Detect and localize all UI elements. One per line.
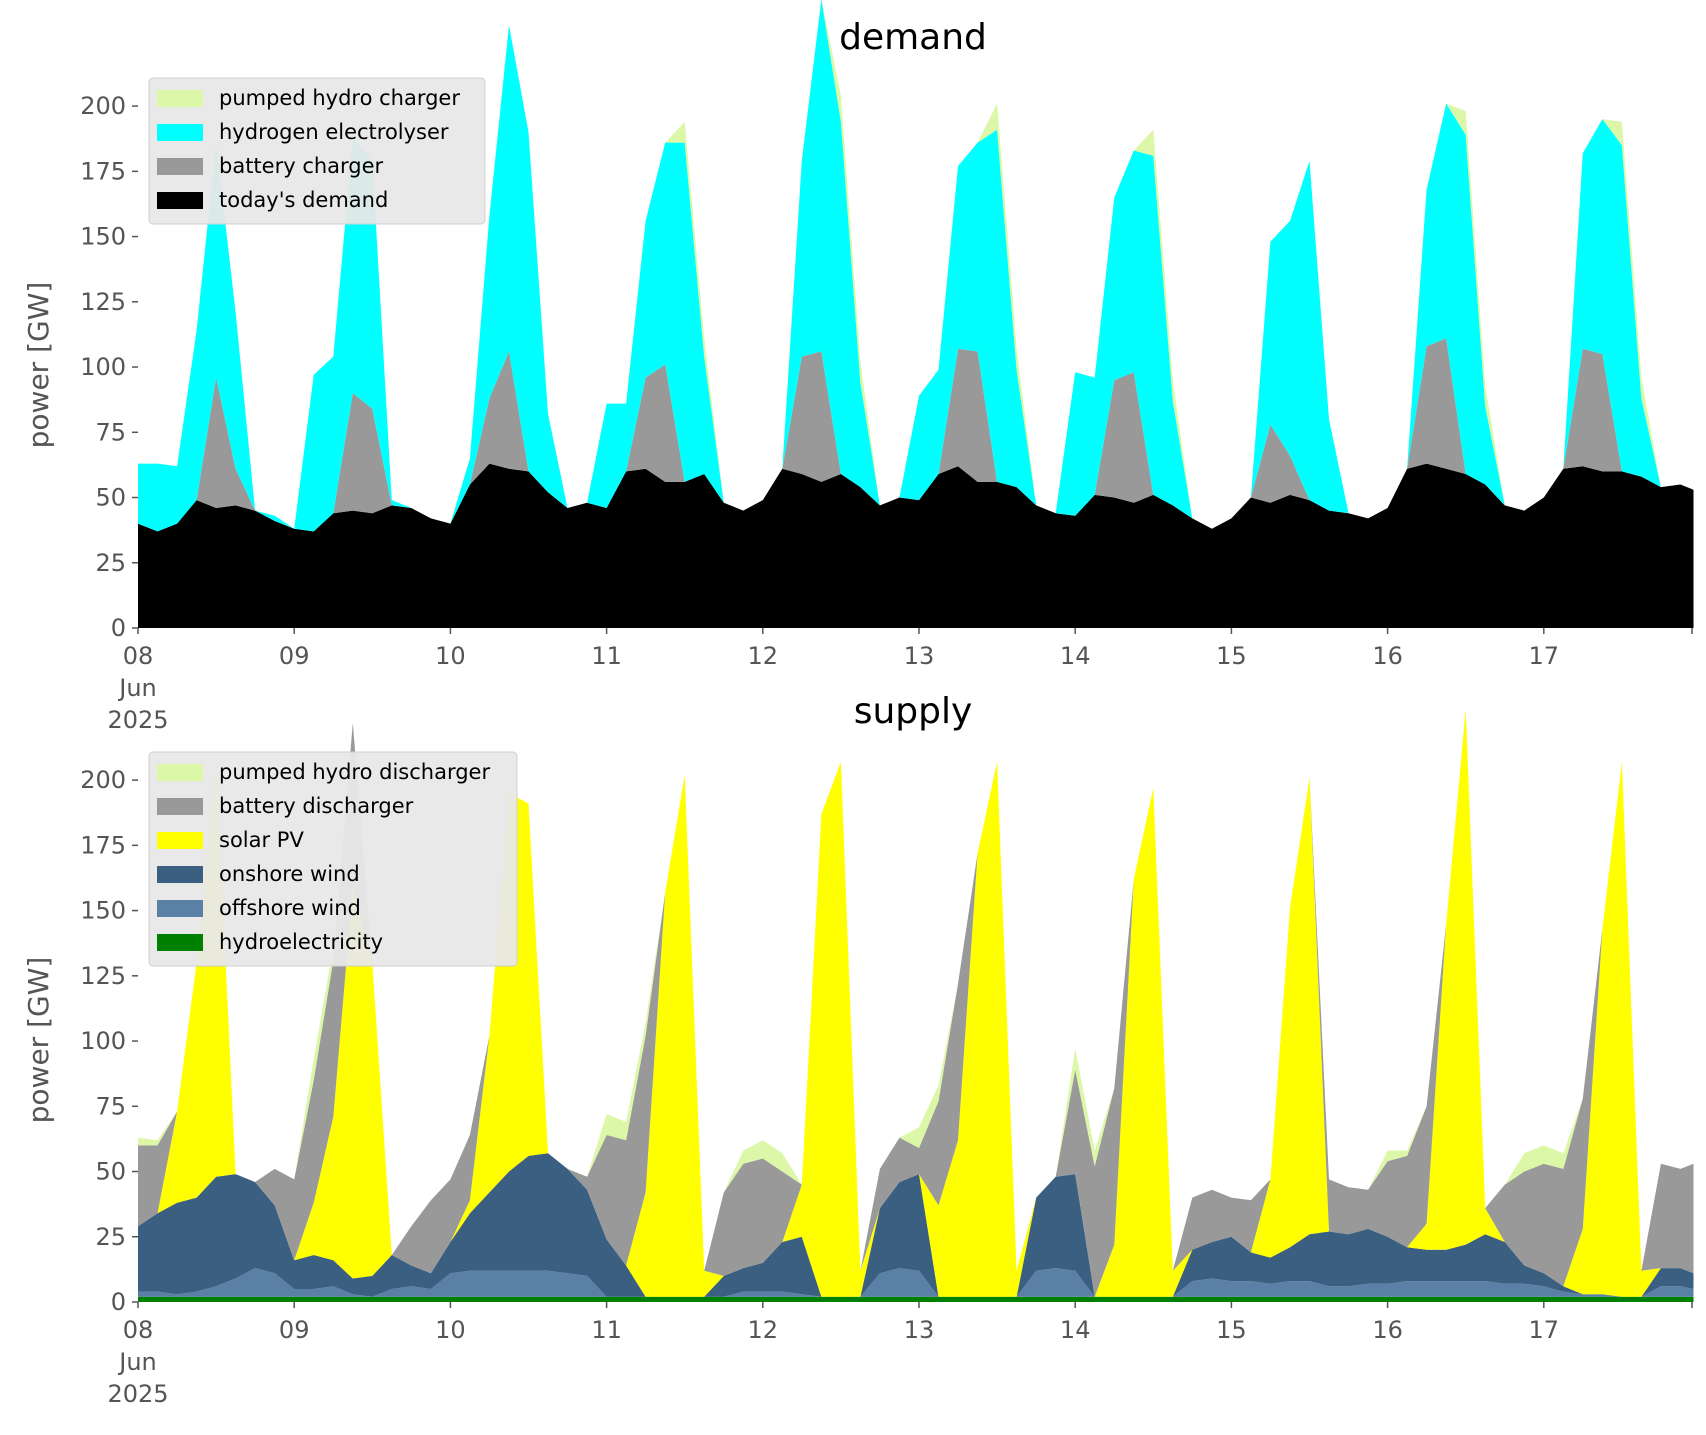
- legend-label-hydroelectricity: hydroelectricity: [219, 930, 383, 954]
- legend-box: [148, 77, 486, 225]
- x-tick-label: 11: [591, 1316, 622, 1344]
- legend-label-battery-discharger: battery discharger: [219, 794, 414, 818]
- area-hydroelectricity: [138, 1296, 1694, 1302]
- legend-swatch-battery-discharger: [157, 798, 203, 815]
- legend-label-pumped-hydro-discharger: pumped hydro discharger: [219, 760, 490, 784]
- legend-swatch-hydrogen-electrolyser: [157, 124, 203, 141]
- y-tick-label: 0: [111, 1288, 126, 1316]
- y-axis-label: power [GW]: [22, 282, 55, 449]
- y-tick-label: 25: [95, 549, 126, 577]
- x-tick-label: 16: [1372, 1316, 1403, 1344]
- legend-box: [148, 751, 518, 967]
- x-tick-label: 12: [748, 1316, 779, 1344]
- demand-chart: demand power [GW] 0 25 50 75 100 125 150 175 200…: [22, 0, 1694, 734]
- x-tick-sublabel: 2025: [107, 1380, 168, 1408]
- y-tick-label: 100: [80, 353, 126, 381]
- y-tick-label: 150: [80, 223, 126, 251]
- y-tick-label: 50: [95, 484, 126, 512]
- x-tick-label: 13: [904, 642, 935, 670]
- y-tick-label: 200: [80, 766, 126, 794]
- x-tick-label: 17: [1529, 642, 1560, 670]
- legend: pumped hydro charger hydrogen electrolyse…: [148, 77, 486, 225]
- legend-swatch-solar-pv: [157, 832, 203, 849]
- chart-title: supply: [854, 691, 973, 732]
- x-tick-label: 09: [279, 1316, 310, 1344]
- y-tick-label: 150: [80, 897, 126, 925]
- legend-label-onshore-wind: onshore wind: [219, 862, 360, 886]
- x-tick-label: 17: [1529, 1316, 1560, 1344]
- y-tick-label: 50: [95, 1158, 126, 1186]
- x-tick-label: 15: [1216, 642, 1247, 670]
- x-tick-sublabel: Jun: [117, 674, 157, 702]
- area-series-group: [138, 0, 1694, 628]
- x-tick-label: 14: [1060, 642, 1091, 670]
- y-tick-label: 0: [111, 614, 126, 642]
- y-tick-label: 200: [80, 92, 126, 120]
- legend-swatch-onshore-wind: [157, 866, 203, 883]
- x-tick-sublabel: 2025: [107, 706, 168, 734]
- y-tick-label: 125: [80, 288, 126, 316]
- area-onshore-wind: [138, 1153, 1694, 1297]
- legend-label-offshore-wind: offshore wind: [219, 896, 361, 920]
- y-tick-label: 75: [95, 1092, 126, 1120]
- chart-title: demand: [839, 17, 987, 58]
- x-tick-label: 08: [123, 1316, 154, 1344]
- legend-swatch-today-s-demand: [157, 192, 203, 209]
- y-tick-label: 175: [80, 831, 126, 859]
- x-tick-label: 10: [435, 642, 466, 670]
- y-axis-label: power [GW]: [22, 957, 55, 1124]
- x-tick-sublabel: Jun: [117, 1348, 157, 1376]
- x-tick-label: 13: [904, 1316, 935, 1344]
- legend-label-battery-charger: battery charger: [219, 154, 384, 178]
- legend-swatch-offshore-wind: [157, 900, 203, 917]
- axes: 0 25 50 75 100 125 150 175 200 08 Jun 2025 09 10 11 12 1…: [80, 92, 1693, 734]
- legend-label-pumped-hydro-charger: pumped hydro charger: [219, 86, 460, 110]
- legend-swatch-pumped-hydro-discharger: [157, 764, 203, 781]
- legend-swatch-pumped-hydro-charger: [157, 90, 203, 107]
- x-tick-label: 11: [591, 642, 622, 670]
- area-offshore-wind: [138, 1268, 1694, 1297]
- legend-label-today-s-demand: today's demand: [219, 188, 388, 212]
- x-tick-label: 14: [1060, 1316, 1091, 1344]
- x-tick-label: 08: [123, 642, 154, 670]
- area-hydrogen-electrolyser: [138, 0, 1694, 532]
- x-tick-label: 09: [279, 642, 310, 670]
- legend: pumped hydro discharger battery discharge…: [148, 751, 518, 967]
- y-tick-label: 175: [80, 157, 126, 185]
- y-tick-label: 75: [95, 418, 126, 446]
- legend-label-hydrogen-electrolyser: hydrogen electrolyser: [219, 120, 449, 144]
- area-series-group: [138, 709, 1694, 1302]
- area-solar-pv: [138, 709, 1694, 1297]
- y-tick-label: 100: [80, 1027, 126, 1055]
- x-tick-label: 12: [748, 642, 779, 670]
- x-tick-label: 15: [1216, 1316, 1247, 1344]
- y-tick-label: 125: [80, 962, 126, 990]
- x-tick-label: 10: [435, 1316, 466, 1344]
- area-today-s-demand: [138, 463, 1694, 628]
- x-tick-label: 16: [1372, 642, 1403, 670]
- legend-label-solar-pv: solar PV: [219, 828, 304, 852]
- legend-swatch-battery-charger: [157, 158, 203, 175]
- area-battery-discharger: [138, 709, 1694, 1297]
- supply-chart: supply power [GW] 0 25 50 75 100 125 150 175 200…: [22, 691, 1694, 1408]
- y-tick-label: 25: [95, 1223, 126, 1251]
- axes: 0 25 50 75 100 125 150 175 200 08 Jun 2025 09 10 11 12 1…: [80, 766, 1693, 1408]
- legend-swatch-hydroelectricity: [157, 934, 203, 951]
